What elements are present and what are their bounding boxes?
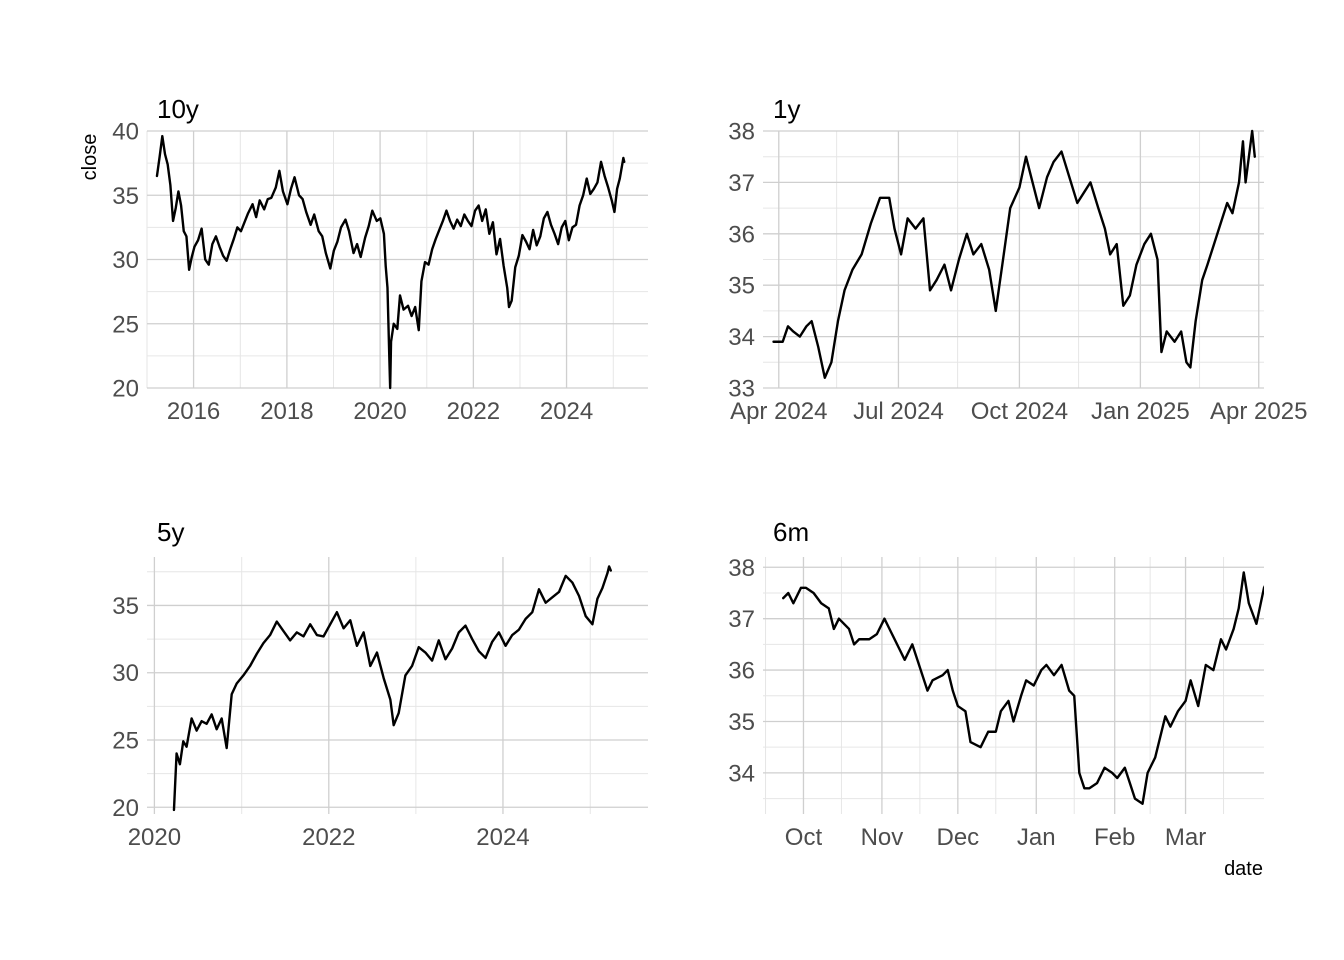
x-tick-label: 2018	[260, 398, 313, 425]
y-tick-label: 30	[112, 660, 139, 687]
y-tick-label: 35	[728, 273, 755, 300]
panel-title: 1y	[773, 94, 800, 124]
x-tick-label: 2020	[128, 824, 181, 851]
panel-title: 5y	[157, 517, 184, 547]
x-tick-label: 2022	[302, 824, 355, 851]
panel-title: 10y	[157, 94, 199, 124]
y-tick-label: 35	[112, 183, 139, 210]
x-tick-label: Apr 2024	[730, 398, 827, 425]
y-tick-label: 34	[728, 760, 755, 787]
y-tick-label: 38	[728, 555, 755, 582]
panel-title: 6m	[773, 517, 809, 547]
y-tick-label: 40	[112, 119, 139, 146]
panel-10y: 2016 2018 2020 2022 2024 20 25 30 35 40 10y	[112, 94, 648, 425]
x-tick-label: Apr 2025	[1210, 398, 1307, 425]
y-tick-label: 30	[112, 247, 139, 274]
panel-5y: 2020 2022 2024 20 25 30 35 5y	[112, 517, 648, 851]
x-axis-label: date	[1224, 858, 1263, 880]
x-tick-label: Jul 2024	[853, 398, 944, 425]
x-tick-label: 2022	[447, 398, 500, 425]
y-tick-label: 36	[728, 658, 755, 685]
y-tick-label: 38	[728, 119, 755, 146]
y-tick-label: 37	[728, 606, 755, 633]
x-tick-label: 2020	[353, 398, 406, 425]
x-tick-label: Feb	[1094, 824, 1135, 851]
x-tick-label: Jan 2025	[1091, 398, 1190, 425]
x-tick-label: 2016	[167, 398, 220, 425]
y-tick-label: 25	[112, 311, 139, 338]
x-tick-label: Dec	[936, 824, 979, 851]
x-tick-label: Mar	[1165, 824, 1206, 851]
y-tick-label: 25	[112, 727, 139, 754]
series-line-6m	[782, 571, 1264, 805]
x-tick-label: 2024	[476, 824, 529, 851]
y-axis-label: close	[79, 134, 101, 181]
y-tick-label: 35	[728, 709, 755, 736]
y-tick-label: 36	[728, 221, 755, 248]
series-line-10y	[155, 134, 626, 390]
series-line-1y	[772, 129, 1256, 379]
panel-6m: Oct Nov Dec Jan Feb Mar 34 35 36 37 38 6m	[728, 517, 1264, 851]
y-tick-label: 37	[728, 170, 755, 197]
chart-panels: 2016 2018 2020 2022 2024 20 25 30 35 40 10y Apr 202…	[112, 94, 1307, 851]
y-tick-label: 33	[728, 376, 755, 403]
y-tick-label: 20	[112, 795, 139, 822]
series-line-5y	[172, 565, 612, 812]
y-tick-label: 35	[112, 593, 139, 620]
x-tick-label: 2024	[540, 398, 593, 425]
x-tick-label: Jan	[1017, 824, 1056, 851]
x-tick-label: Oct	[785, 824, 823, 851]
x-tick-label: Nov	[861, 824, 904, 851]
x-tick-label: Oct 2024	[971, 398, 1068, 425]
y-tick-label: 20	[112, 376, 139, 403]
y-tick-label: 34	[728, 324, 755, 351]
panel-1y: Apr 2024 Jul 2024 Oct 2024 Jan 2025 Apr 2025…	[728, 94, 1307, 425]
